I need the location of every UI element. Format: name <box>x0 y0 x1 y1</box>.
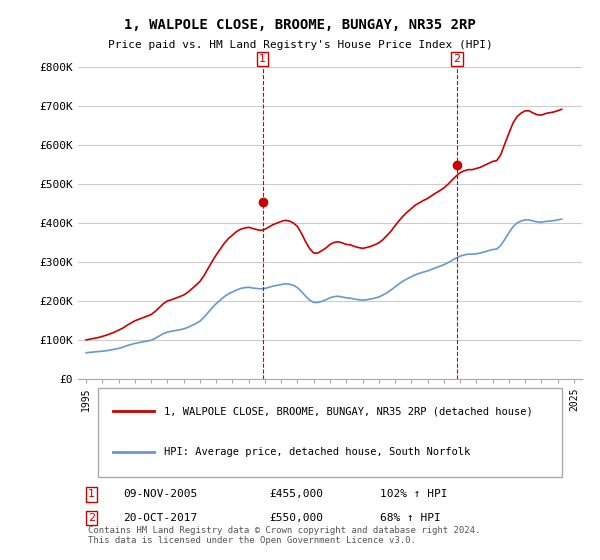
Text: 1, WALPOLE CLOSE, BROOME, BUNGAY, NR35 2RP (detached house): 1, WALPOLE CLOSE, BROOME, BUNGAY, NR35 2… <box>164 407 532 417</box>
Text: HPI: Average price, detached house, South Norfolk: HPI: Average price, detached house, Sout… <box>164 447 470 458</box>
Text: 68% ↑ HPI: 68% ↑ HPI <box>380 513 441 523</box>
Text: 2: 2 <box>453 54 460 64</box>
Text: 1: 1 <box>88 489 95 500</box>
Text: 1: 1 <box>259 54 266 64</box>
Text: 1, WALPOLE CLOSE, BROOME, BUNGAY, NR35 2RP: 1, WALPOLE CLOSE, BROOME, BUNGAY, NR35 2… <box>124 18 476 32</box>
Text: 2: 2 <box>88 513 95 523</box>
Text: 09-NOV-2005: 09-NOV-2005 <box>124 489 197 500</box>
Text: 102% ↑ HPI: 102% ↑ HPI <box>380 489 448 500</box>
Text: £550,000: £550,000 <box>269 513 323 523</box>
FancyBboxPatch shape <box>98 388 562 477</box>
Text: Price paid vs. HM Land Registry's House Price Index (HPI): Price paid vs. HM Land Registry's House … <box>107 40 493 50</box>
Text: Contains HM Land Registry data © Crown copyright and database right 2024.
This d: Contains HM Land Registry data © Crown c… <box>88 526 481 545</box>
Text: £455,000: £455,000 <box>269 489 323 500</box>
Text: 20-OCT-2017: 20-OCT-2017 <box>124 513 197 523</box>
